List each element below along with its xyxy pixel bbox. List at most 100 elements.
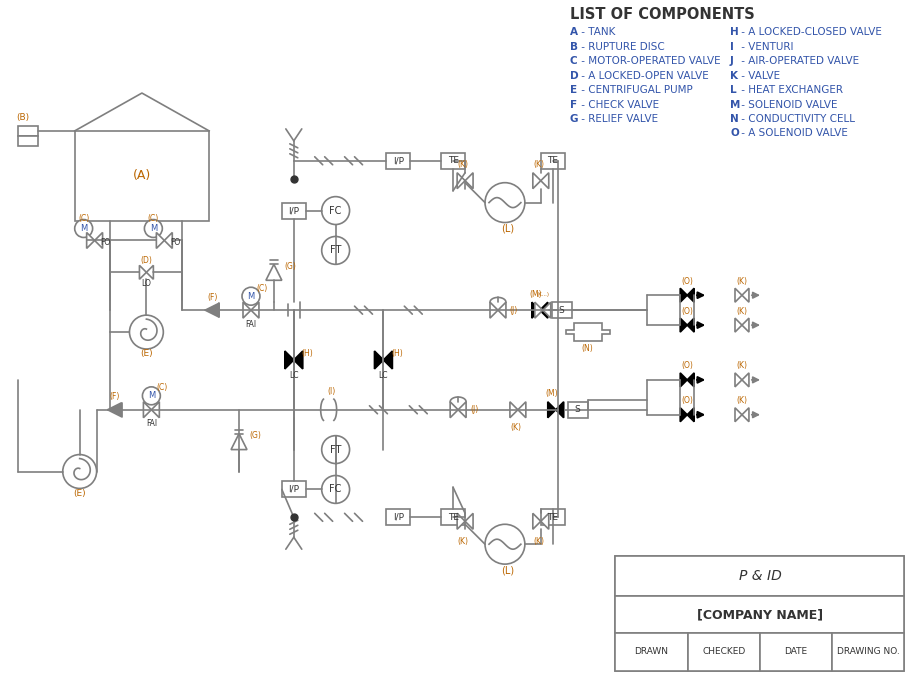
- Polygon shape: [156, 232, 165, 248]
- Text: - MOTOR-OPERATED VALVE: - MOTOR-OPERATED VALVE: [577, 56, 720, 66]
- Text: [COMPANY NAME]: [COMPANY NAME]: [696, 608, 823, 622]
- Text: P & ID: P & ID: [738, 569, 780, 583]
- Polygon shape: [532, 173, 540, 189]
- Polygon shape: [251, 302, 258, 318]
- Text: FAI: FAI: [145, 419, 157, 428]
- Text: - VENTURI: - VENTURI: [737, 42, 792, 52]
- Polygon shape: [108, 402, 121, 416]
- Text: (K): (K): [457, 537, 468, 546]
- Polygon shape: [458, 402, 466, 418]
- Text: I/P: I/P: [288, 206, 299, 215]
- Text: S: S: [574, 405, 580, 414]
- Polygon shape: [555, 402, 563, 418]
- Text: (C): (C): [256, 284, 267, 293]
- Text: CHECKED: CHECKED: [701, 648, 744, 657]
- Bar: [441, 153, 465, 169]
- Text: (F): (F): [207, 293, 217, 302]
- Text: (O): (O): [680, 276, 692, 286]
- Polygon shape: [243, 302, 251, 318]
- Text: - TANK: - TANK: [577, 27, 614, 37]
- Text: (F): (F): [109, 392, 119, 401]
- Text: (K): (K): [736, 396, 746, 405]
- Text: FO: FO: [100, 238, 110, 247]
- Polygon shape: [457, 513, 465, 529]
- Polygon shape: [741, 373, 748, 387]
- Text: (M): (M): [529, 290, 541, 299]
- Polygon shape: [86, 232, 95, 248]
- Text: - CENTRIFUGAL PUMP: - CENTRIFUGAL PUMP: [577, 85, 692, 95]
- Text: TE: TE: [448, 513, 459, 522]
- Text: (K): (K): [510, 424, 521, 432]
- Text: I/P: I/P: [392, 513, 403, 522]
- Polygon shape: [539, 302, 547, 318]
- Text: DRAWING NO.: DRAWING NO.: [836, 648, 899, 657]
- Text: G: G: [569, 114, 577, 124]
- Text: I: I: [729, 42, 733, 52]
- Polygon shape: [532, 513, 540, 529]
- Bar: [540, 153, 564, 169]
- Text: J: J: [729, 56, 733, 66]
- Text: LC: LC: [379, 372, 388, 380]
- Polygon shape: [679, 373, 686, 387]
- Polygon shape: [374, 351, 383, 369]
- Text: I/P: I/P: [392, 156, 403, 165]
- Polygon shape: [741, 318, 748, 332]
- Text: TE: TE: [448, 156, 459, 165]
- Polygon shape: [686, 408, 694, 421]
- Polygon shape: [679, 318, 686, 332]
- Text: (J): (J): [470, 405, 478, 414]
- Bar: [281, 202, 305, 218]
- Bar: [686, 633, 759, 671]
- Circle shape: [322, 435, 349, 463]
- Text: D: D: [569, 71, 578, 80]
- Text: K: K: [729, 71, 737, 80]
- Polygon shape: [686, 288, 694, 302]
- Text: (I): (I): [327, 387, 335, 396]
- Polygon shape: [547, 402, 555, 418]
- Bar: [17, 136, 38, 146]
- Text: - A LOCKED-OPEN VALVE: - A LOCKED-OPEN VALVE: [577, 71, 708, 80]
- Polygon shape: [734, 288, 741, 302]
- Text: F: F: [569, 99, 576, 109]
- Text: FC: FC: [329, 484, 342, 494]
- Text: LIST OF COMPONENTS: LIST OF COMPONENTS: [569, 8, 754, 22]
- Polygon shape: [449, 402, 458, 418]
- Text: (O): (O): [680, 361, 692, 370]
- Text: (K): (K): [736, 361, 746, 370]
- Text: DRAWN: DRAWN: [634, 648, 668, 657]
- Text: (E): (E): [140, 349, 153, 358]
- Polygon shape: [152, 402, 159, 418]
- Text: - RELIEF VALVE: - RELIEF VALVE: [577, 114, 657, 124]
- Bar: [759, 633, 831, 671]
- Polygon shape: [146, 265, 153, 279]
- Polygon shape: [165, 232, 172, 248]
- Text: TE: TE: [547, 513, 558, 522]
- Bar: [615, 633, 686, 671]
- Bar: [17, 126, 38, 136]
- Polygon shape: [509, 402, 517, 418]
- Bar: [386, 153, 410, 169]
- Circle shape: [242, 287, 260, 305]
- Text: (E): (E): [74, 489, 85, 498]
- Text: FC: FC: [329, 206, 342, 216]
- Polygon shape: [734, 408, 741, 421]
- Bar: [540, 510, 564, 525]
- Polygon shape: [95, 232, 103, 248]
- Text: (A): (A): [132, 169, 151, 182]
- Text: - CHECK VALVE: - CHECK VALVE: [577, 99, 658, 109]
- Bar: [551, 302, 571, 318]
- Text: (D): (D): [141, 256, 153, 265]
- Text: - RUPTURE DISC: - RUPTURE DISC: [577, 42, 664, 52]
- Polygon shape: [205, 303, 219, 317]
- Circle shape: [62, 454, 96, 489]
- Polygon shape: [679, 408, 686, 421]
- Text: (K...): (K...): [536, 292, 549, 297]
- Text: (B): (B): [16, 113, 29, 122]
- Circle shape: [322, 237, 349, 265]
- Bar: [831, 633, 903, 671]
- Polygon shape: [565, 323, 609, 341]
- Text: (K): (K): [457, 160, 468, 169]
- Text: H: H: [729, 27, 738, 37]
- Bar: [615, 556, 903, 596]
- Text: (O): (O): [680, 307, 692, 316]
